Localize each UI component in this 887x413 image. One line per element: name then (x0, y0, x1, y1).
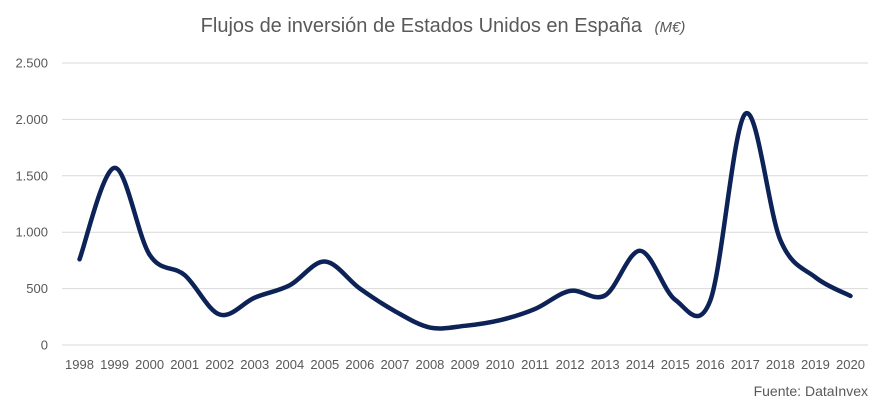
x-tick-label: 2005 (310, 357, 339, 372)
x-axis-ticks: 1998 1999 2000 2001 2002 2003 2004 2005 2006 2007… (65, 357, 865, 372)
y-tick-label: 2.000 (15, 112, 48, 127)
x-tick-label: 2013 (591, 357, 620, 372)
y-axis-ticks: 0 500 1.000 1.500 2.000 2.500 (15, 56, 48, 353)
data-point-2005 (323, 260, 327, 264)
x-tick-label: 2012 (556, 357, 585, 372)
x-tick-label: 2003 (240, 357, 269, 372)
y-tick-label: 1.500 (15, 168, 48, 183)
x-tick-label: 2016 (696, 357, 725, 372)
data-point-2008 (428, 326, 432, 330)
x-tick-label: 2001 (170, 357, 199, 372)
x-tick-label: 2009 (451, 357, 480, 372)
data-point-2004 (288, 283, 292, 287)
x-tick-label: 2011 (521, 357, 549, 372)
data-point-2017 (743, 112, 747, 116)
chart-title-unit: (M€) (655, 19, 686, 36)
x-tick-label: 2007 (380, 357, 409, 372)
x-tick-label: 2004 (275, 357, 304, 372)
x-tick-label: 2019 (801, 357, 830, 372)
data-point-2011 (533, 307, 537, 311)
x-tick-label: 2008 (415, 357, 444, 372)
x-tick-label: 2002 (205, 357, 234, 372)
y-tick-label: 2.500 (15, 56, 48, 71)
data-point-2019 (813, 275, 817, 279)
y-tick-label: 0 (41, 338, 48, 353)
y-tick-label: 500 (26, 281, 48, 296)
source-note: Fuente: DataInvex (754, 383, 868, 399)
data-point-2010 (498, 318, 502, 322)
data-point-2007 (393, 309, 397, 313)
data-point-2016 (708, 298, 712, 302)
x-tick-label: 2020 (836, 357, 865, 372)
chart-title-group: Flujos de inversión de Estados Unidos en… (201, 15, 686, 37)
x-tick-label: 2015 (661, 357, 690, 372)
gridlines (62, 62, 868, 346)
data-point-2015 (673, 298, 677, 302)
data-point-2013 (603, 293, 607, 297)
series-layer (77, 111, 853, 331)
data-point-2014 (638, 249, 642, 253)
data-point-2001 (183, 273, 187, 277)
x-tick-label: 2017 (731, 357, 760, 372)
data-point-2000 (148, 253, 152, 257)
x-tick-label: 2000 (135, 357, 164, 372)
x-tick-label: 2006 (345, 357, 374, 372)
data-point-2009 (463, 324, 467, 328)
data-point-2003 (253, 296, 257, 300)
y-tick-label: 1.000 (15, 225, 48, 240)
x-tick-label: 2018 (766, 357, 795, 372)
data-point-2018 (778, 238, 782, 242)
x-tick-label: 2010 (486, 357, 515, 372)
data-point-2012 (568, 289, 572, 293)
data-point-2002 (218, 313, 222, 317)
data-point-2006 (358, 287, 362, 291)
x-tick-label: 1999 (100, 357, 129, 372)
x-tick-label: 1998 (65, 357, 94, 372)
data-point-2020 (848, 294, 852, 298)
data-point-1999 (113, 166, 117, 170)
chart-title: Flujos de inversión de Estados Unidos en… (201, 15, 643, 37)
series-line (77, 111, 853, 331)
x-tick-label: 2014 (626, 357, 655, 372)
data-point-1998 (78, 257, 82, 261)
